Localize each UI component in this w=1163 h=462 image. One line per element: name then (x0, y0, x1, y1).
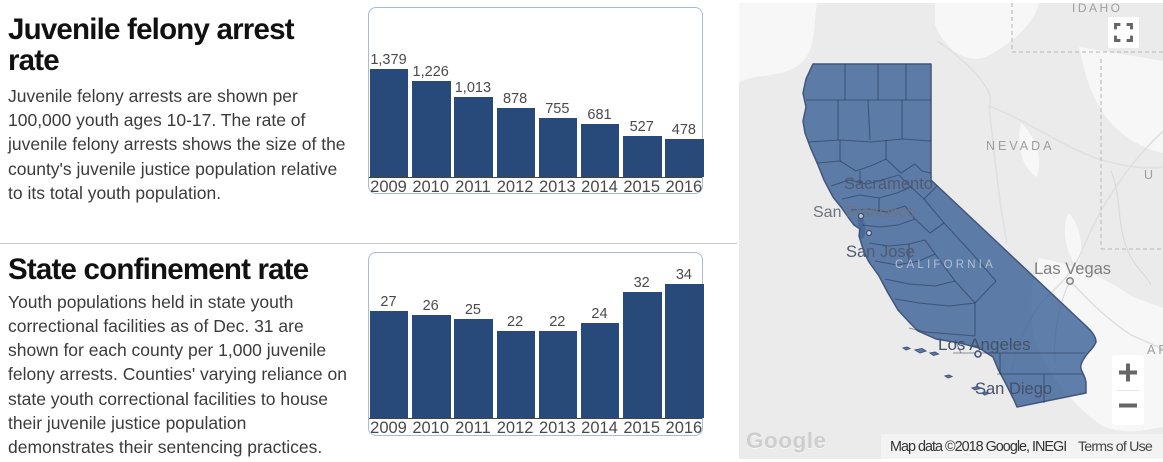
svg-text:NEVADA: NEVADA (986, 139, 1054, 153)
svg-text:IDAHO: IDAHO (1072, 3, 1123, 15)
svg-text:Los Angeles: Los Angeles (938, 335, 1031, 354)
svg-text:U: U (1144, 168, 1156, 182)
svg-text:Las Vegas: Las Vegas (1034, 260, 1111, 278)
svg-text:CALIFORNIA: CALIFORNIA (895, 259, 996, 271)
svg-text:Sacramento: Sacramento (844, 175, 933, 193)
svg-text:San Francisco: San Francisco (813, 204, 915, 221)
svg-text:San Jose: San Jose (846, 243, 915, 261)
svg-text:ARI: ARI (1147, 343, 1163, 357)
svg-text:San Diego: San Diego (975, 380, 1052, 398)
